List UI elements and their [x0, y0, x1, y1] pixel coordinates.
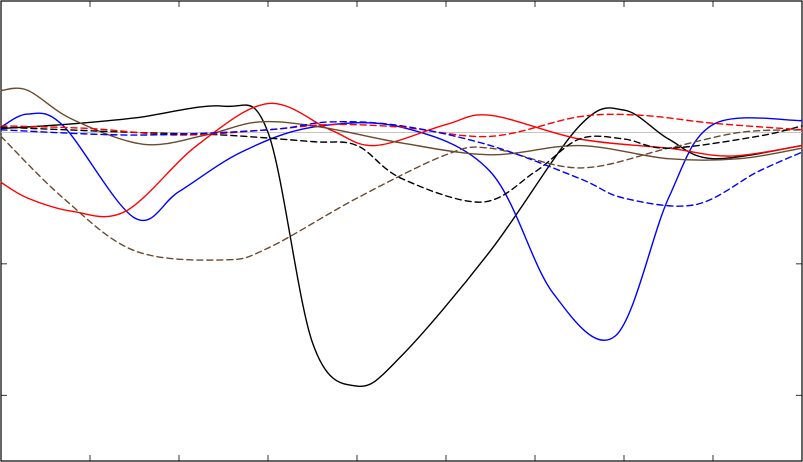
- series-line-1: [0, 104, 803, 388]
- series-line-6: [0, 125, 803, 203]
- series-line-8: [0, 120, 803, 207]
- series-line-4: [0, 87, 803, 161]
- series-line-7: [0, 113, 803, 138]
- series-line-5: [0, 129, 803, 261]
- series-layer: [0, 87, 803, 388]
